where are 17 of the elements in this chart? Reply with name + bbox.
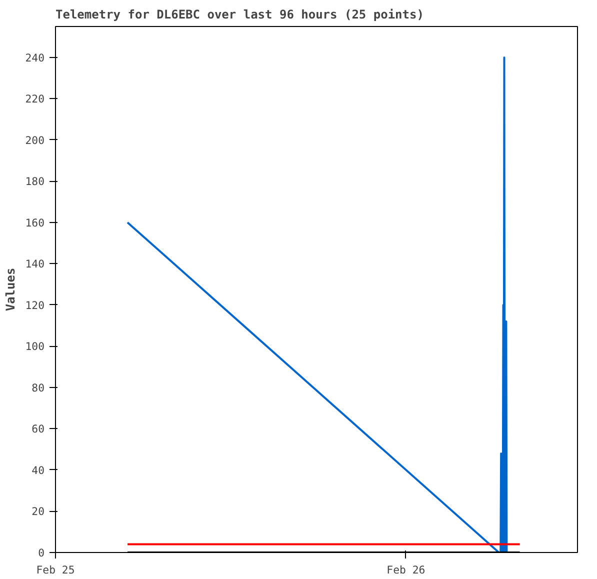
y-tick-label: 80 xyxy=(32,381,45,394)
chart-title: Telemetry for DL6EBC over last 96 hours (25 points) xyxy=(56,8,424,22)
y-tick-label: 100 xyxy=(25,340,45,354)
y-tick-label: 160 xyxy=(25,216,45,230)
y-tick-label: 20 xyxy=(32,505,45,518)
y-tick-label: 220 xyxy=(25,92,45,106)
y-axis-title: Values xyxy=(3,268,18,312)
y-tick-label: 140 xyxy=(25,258,45,271)
y-tick-label: 40 xyxy=(32,464,45,477)
y-tick-label: 180 xyxy=(25,175,45,188)
y-tick-label: 120 xyxy=(25,298,45,312)
y-tick-label: 200 xyxy=(25,134,45,147)
x-tick-label: Feb 25 xyxy=(36,564,75,576)
y-tick-label: 0 xyxy=(38,546,45,560)
y-tick-label: 240 xyxy=(25,51,45,64)
y-tick-label: 60 xyxy=(32,422,45,436)
x-tick-label: Feb 26 xyxy=(386,564,426,576)
